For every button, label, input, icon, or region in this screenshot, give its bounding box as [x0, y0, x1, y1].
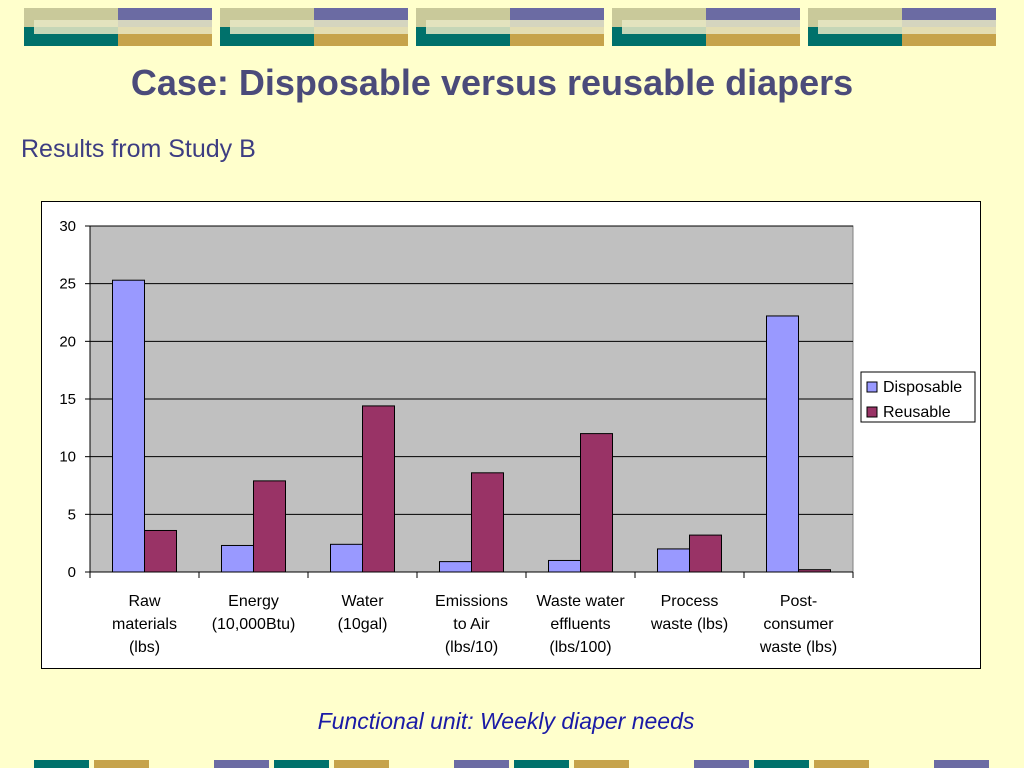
y-tick-label: 0	[68, 564, 76, 581]
y-tick-label: 20	[59, 333, 76, 350]
x-category-label: Process waste (lbs)	[650, 593, 728, 633]
bar-disposable	[657, 548, 690, 573]
x-category-label: Energy (10,000Btu)	[212, 593, 296, 633]
legend-label-reusable: Reusable	[883, 404, 951, 421]
banner-block	[24, 8, 212, 46]
bottom-decorative-bar	[34, 760, 994, 768]
bar-stripe	[934, 760, 989, 768]
bar-stripe	[274, 760, 329, 768]
slide-title: Case: Disposable versus reusable diapers	[130, 62, 854, 103]
bar-stripe	[514, 760, 569, 768]
bar-stripe	[754, 760, 809, 768]
legend-swatch-disposable	[866, 381, 878, 393]
legend-label-disposable: Disposable	[883, 379, 962, 396]
bar-stripe	[394, 760, 449, 768]
bar-disposable	[112, 279, 145, 573]
bar-chart: 0 5 10 15 20 25 30 Raw materials (lbs) Energy (10,0…	[59, 218, 976, 656]
bar-stripe	[814, 760, 869, 768]
top-banner	[24, 8, 1000, 46]
functional-unit-note: Functional unit: Weekly diaper needs	[317, 708, 695, 734]
banner-block	[416, 8, 604, 46]
y-tick-label: 10	[59, 449, 76, 466]
bar-disposable	[221, 544, 254, 573]
bar-reusable	[144, 529, 177, 573]
slide-subtitle: Results from Study B	[21, 135, 256, 163]
bar-disposable	[330, 543, 363, 573]
banner-block	[220, 8, 408, 46]
bar-stripe	[214, 760, 269, 768]
bar-stripe	[634, 760, 689, 768]
bar-reusable	[689, 534, 722, 573]
bar-stripe	[334, 760, 389, 768]
y-tick-label: 5	[68, 506, 76, 523]
bar-stripe	[694, 760, 749, 768]
x-category-label: Waste water effluents (lbs/100)	[536, 593, 625, 656]
y-tick-label: 30	[59, 218, 76, 235]
bar-stripe	[34, 760, 89, 768]
bar-reusable	[798, 569, 831, 573]
bar-stripe	[94, 760, 149, 768]
banner-block	[612, 8, 800, 46]
legend-box	[860, 371, 976, 423]
bar-disposable	[548, 559, 581, 573]
bar-stripe	[874, 760, 929, 768]
x-category-label: Water (10gal)	[338, 593, 388, 633]
bar-reusable	[362, 405, 395, 573]
legend-swatch-reusable	[866, 406, 878, 418]
y-tick-label: 25	[59, 276, 76, 293]
x-category-label: Emissions to Air (lbs/10)	[435, 593, 508, 656]
x-category-label: Raw materials (lbs)	[112, 593, 177, 656]
bar-reusable	[471, 472, 504, 573]
bar-reusable	[580, 433, 613, 573]
bar-stripe	[574, 760, 629, 768]
x-category-label: Post-consumer waste (lbs)	[759, 593, 837, 656]
banner-block	[808, 8, 996, 46]
y-tick-label: 15	[59, 391, 76, 408]
chart-container: 0 5 10 15 20 25 30 Raw materials (lbs) Energy (10,0…	[41, 201, 981, 669]
bar-disposable	[766, 315, 799, 573]
bar-stripe	[454, 760, 509, 768]
bar-stripe	[154, 760, 209, 768]
bar-disposable	[439, 561, 472, 573]
bar-reusable	[253, 480, 286, 573]
